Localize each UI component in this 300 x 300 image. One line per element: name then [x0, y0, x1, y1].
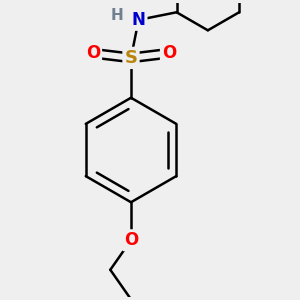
Text: O: O [162, 44, 176, 62]
Text: O: O [124, 231, 138, 249]
Text: S: S [124, 49, 137, 67]
Text: H: H [110, 8, 123, 22]
Text: O: O [86, 44, 100, 62]
Text: N: N [132, 11, 145, 29]
